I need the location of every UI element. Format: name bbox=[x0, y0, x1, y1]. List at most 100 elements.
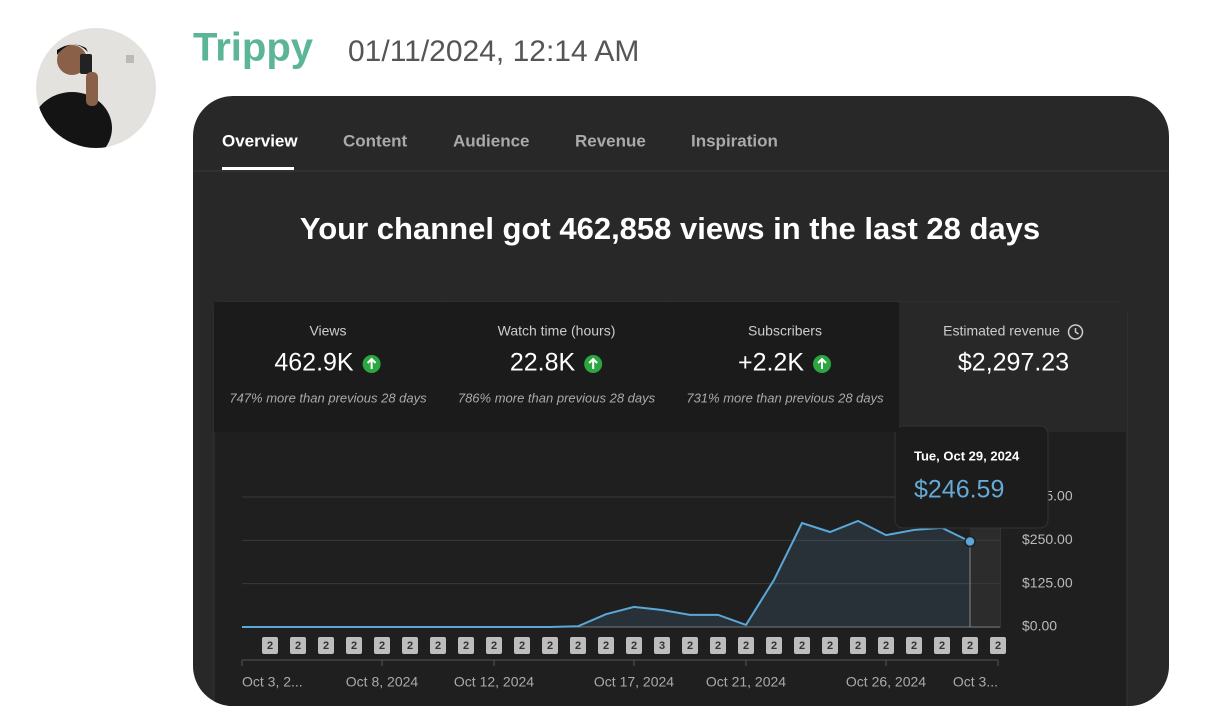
x-tick-label: Oct 12, 2024 bbox=[454, 674, 534, 690]
x-tick-label: Oct 3... bbox=[953, 674, 998, 690]
metric-label: Subscribers bbox=[748, 323, 822, 339]
tab[interactable]: Content bbox=[343, 131, 408, 150]
x-tick-label: Oct 8, 2024 bbox=[346, 674, 419, 690]
annotation-count: 2 bbox=[967, 640, 973, 652]
metric-value: $2,297.23 bbox=[958, 349, 1069, 377]
tab[interactable]: Inspiration bbox=[691, 131, 778, 150]
metric-value: 462.9K bbox=[274, 349, 354, 377]
annotation-count: 2 bbox=[855, 640, 861, 652]
metric-card bbox=[442, 302, 671, 432]
annotation-count: 2 bbox=[435, 640, 441, 652]
annotation-marker bbox=[906, 637, 922, 654]
annotation-marker bbox=[430, 637, 446, 654]
annotation-count: 2 bbox=[323, 640, 329, 652]
metric-label: Views bbox=[309, 323, 346, 339]
annotation-count: 2 bbox=[883, 640, 889, 652]
annotation-marker bbox=[262, 637, 278, 654]
y-tick-label: $0.00 bbox=[1022, 618, 1057, 634]
y-tick-label: $125.00 bbox=[1022, 574, 1073, 590]
annotation-marker bbox=[374, 637, 390, 654]
annotation-count: 3 bbox=[659, 640, 665, 652]
annotation-count: 2 bbox=[547, 640, 553, 652]
metric-card bbox=[214, 302, 442, 432]
x-tick-label: Oct 17, 2024 bbox=[594, 674, 674, 690]
metric-value: 22.8K bbox=[510, 349, 576, 377]
annotation-marker bbox=[318, 637, 334, 654]
annotation-count: 2 bbox=[519, 640, 525, 652]
annotation-marker bbox=[570, 637, 586, 654]
annotation-count: 2 bbox=[799, 640, 805, 652]
clock-hand bbox=[1074, 328, 1079, 335]
annotation-count: 2 bbox=[407, 640, 413, 652]
up-arrow bbox=[817, 357, 827, 369]
annotation-marker bbox=[654, 637, 670, 654]
timestamp: 01/11/2024, 12:14 AM bbox=[348, 35, 639, 68]
annotation-count: 2 bbox=[827, 640, 833, 652]
attached-image[interactable]: Your channel got 462,858 views in the la… bbox=[193, 96, 1169, 722]
hover-point bbox=[964, 535, 976, 548]
annotation-count: 2 bbox=[771, 640, 777, 652]
annotation-marker bbox=[682, 637, 698, 654]
annotation-count: 2 bbox=[687, 640, 693, 652]
annotation-count: 2 bbox=[603, 640, 609, 652]
annotation-marker bbox=[822, 637, 838, 654]
annotation-count: 2 bbox=[351, 640, 357, 652]
annotation-count: 2 bbox=[939, 640, 945, 652]
annotation-marker bbox=[458, 637, 474, 654]
annotation-count: 2 bbox=[267, 640, 273, 652]
up-arrow bbox=[366, 357, 377, 369]
metric-label: Watch time (hours) bbox=[498, 323, 616, 339]
metric-value: +2.2K bbox=[738, 349, 804, 377]
tooltip-value: $246.59 bbox=[914, 476, 1004, 504]
annotation-marker bbox=[710, 637, 726, 654]
line bbox=[242, 519, 971, 628]
annotation-marker bbox=[598, 637, 614, 654]
annotation-marker bbox=[542, 637, 558, 654]
author-name[interactable]: Trippy bbox=[193, 26, 314, 70]
annotation-marker bbox=[514, 637, 530, 654]
x-tick-label: Oct 21, 2024 bbox=[706, 674, 786, 690]
annotation-marker bbox=[290, 637, 306, 654]
annotation-count: 2 bbox=[743, 640, 749, 652]
annotation-marker bbox=[962, 637, 978, 654]
headline: Your channel got 462,858 views in the la… bbox=[300, 211, 1040, 246]
annotation-count: 2 bbox=[715, 640, 721, 652]
area bbox=[242, 520, 970, 627]
tooltip bbox=[894, 425, 1049, 529]
metric-change: 786% more than previous 28 days bbox=[458, 390, 656, 405]
metric-change: 731% more than previous 28 days bbox=[686, 390, 884, 405]
annotation-marker bbox=[402, 637, 418, 654]
x-tick-label: Oct 3, 2... bbox=[242, 674, 303, 690]
tab[interactable]: Overview bbox=[222, 131, 298, 150]
metric-label: Estimated revenue bbox=[943, 323, 1060, 339]
y-tick-label: $250.00 bbox=[1022, 531, 1073, 547]
metric-card bbox=[671, 302, 899, 432]
tab[interactable]: Revenue bbox=[575, 131, 646, 150]
annotation-count: 2 bbox=[575, 640, 581, 652]
annotation-marker bbox=[850, 637, 866, 654]
tooltip-date: Tue, Oct 29, 2024 bbox=[914, 448, 1020, 463]
tab[interactable]: Audience bbox=[453, 131, 530, 150]
annotation-count: 2 bbox=[491, 640, 497, 652]
up-arrow bbox=[588, 357, 598, 369]
annotation-count: 2 bbox=[631, 640, 637, 652]
annotation-marker bbox=[626, 637, 642, 654]
x-tick-label: Oct 26, 2024 bbox=[846, 674, 926, 690]
avatar[interactable] bbox=[32, 28, 156, 164]
annotation-count: 2 bbox=[295, 640, 301, 652]
annotation-marker bbox=[766, 637, 782, 654]
annotation-marker bbox=[990, 637, 1006, 654]
annotation-count: 2 bbox=[379, 640, 385, 652]
annotation-marker bbox=[934, 637, 950, 654]
annotation-count: 2 bbox=[463, 640, 469, 652]
annotation-marker bbox=[486, 637, 502, 654]
annotation-marker bbox=[878, 637, 894, 654]
annotation-marker bbox=[346, 637, 362, 654]
annotation-marker bbox=[738, 637, 754, 654]
metric-change: 747% more than previous 28 days bbox=[229, 390, 427, 405]
annotation-count: 2 bbox=[911, 640, 917, 652]
annotation-count: 2 bbox=[995, 640, 1001, 652]
clock-icon bbox=[1067, 324, 1084, 340]
